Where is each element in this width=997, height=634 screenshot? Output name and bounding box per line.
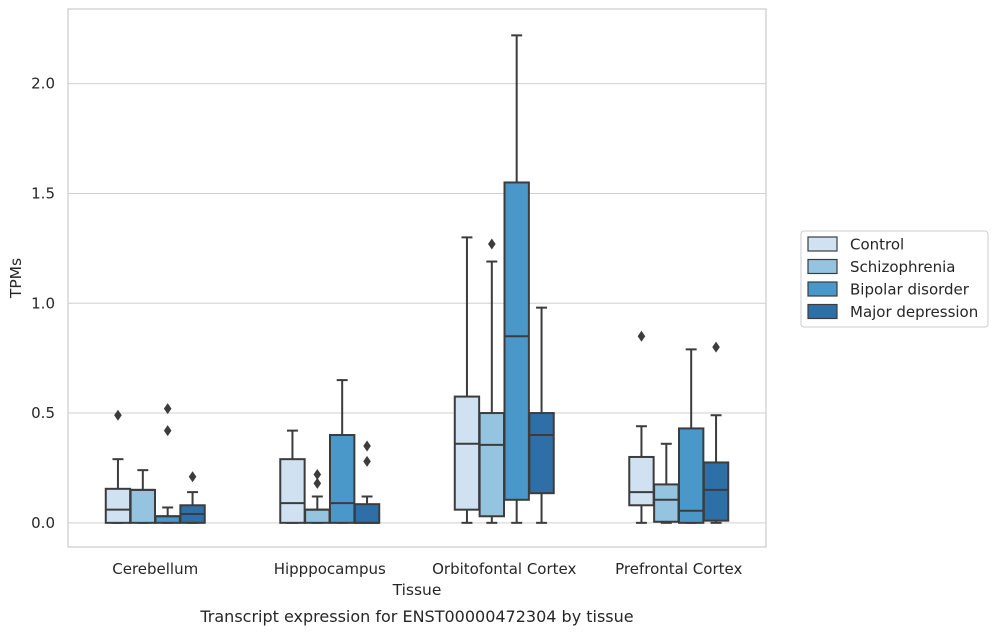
box-group	[628, 330, 730, 524]
box	[328, 379, 356, 524]
box-groups	[104, 34, 730, 524]
box-body	[702, 461, 730, 522]
box	[677, 348, 705, 524]
legend-entry: Control	[807, 236, 904, 254]
box-body	[478, 412, 506, 518]
box	[104, 409, 132, 524]
gridlines	[68, 83, 766, 524]
legend-swatch	[807, 303, 838, 320]
outlier-point	[188, 471, 197, 483]
box-body	[503, 181, 530, 501]
box	[628, 330, 655, 524]
x-tick-label: Hipppocampus	[274, 560, 386, 578]
legend-swatch	[807, 236, 838, 252]
outlier-point	[163, 425, 172, 437]
outlier-point	[712, 341, 720, 353]
box-body	[129, 488, 157, 524]
outlier-point	[163, 403, 172, 415]
legend-entry: Bipolar disorder	[807, 281, 970, 299]
box	[503, 34, 530, 524]
box	[653, 442, 680, 524]
x-tick-label: Orbitofontal Cortex	[432, 560, 576, 578]
legend-entry: Schizophrenia	[807, 258, 955, 276]
box	[353, 440, 381, 524]
y-tick-label: 0.5	[31, 404, 55, 422]
y-tick-label: 1.0	[31, 294, 55, 312]
y-axis-ticks: 0.0 0.5 1.0 1.5 2.0	[31, 75, 55, 532]
legend-frame	[800, 230, 989, 328]
box-body	[279, 458, 306, 524]
box-body	[453, 395, 481, 511]
outlier-point	[363, 440, 371, 452]
box-body	[328, 434, 356, 524]
figure-caption: Transcript expression for ENST0000047230…	[199, 607, 633, 626]
legend-label: Major depression	[850, 303, 978, 321]
box	[453, 236, 481, 524]
box-body	[353, 503, 381, 524]
y-tick-label: 0.0	[31, 514, 55, 532]
x-tick-label: Cerebellum	[112, 560, 198, 578]
legend-swatch	[807, 281, 838, 297]
outlier-point	[488, 238, 496, 250]
legend-label: Bipolar disorder	[850, 281, 970, 299]
outlier-point	[637, 330, 646, 342]
outlier-point	[363, 455, 371, 467]
legend-swatch	[807, 258, 838, 275]
legend-label: Control	[850, 236, 904, 254]
box-body	[628, 455, 655, 507]
x-axis-ticks: Cerebellum Hipppocampus Orbitofontal Corte…	[112, 560, 742, 578]
plot-frame	[67, 8, 767, 548]
box	[528, 306, 555, 524]
box	[179, 471, 206, 524]
box	[304, 469, 331, 524]
box-group	[104, 403, 206, 524]
box-body	[104, 487, 132, 524]
box-body	[304, 508, 331, 524]
x-axis-title: Tissue	[392, 581, 442, 599]
legend-label: Schizophrenia	[850, 258, 955, 276]
box	[279, 429, 306, 524]
box	[702, 341, 730, 524]
box	[129, 469, 157, 524]
legend-entry: Major depression	[807, 303, 978, 321]
y-tick-label: 2.0	[31, 75, 55, 93]
plot-background	[68, 9, 766, 547]
box-body	[528, 412, 555, 495]
outlier-point	[114, 409, 122, 421]
legend: Control Schizophrenia Bipolar disorder Majo…	[800, 230, 989, 328]
x-tick-label: Prefrontal Cortex	[615, 560, 742, 578]
box-group	[453, 34, 555, 524]
y-tick-label: 1.5	[31, 184, 55, 202]
box-group	[279, 379, 381, 524]
box-body	[677, 427, 705, 524]
outlier-point	[313, 477, 322, 489]
legend-entries: Control Schizophrenia Bipolar disorder Majo…	[807, 236, 978, 321]
box	[478, 238, 506, 524]
outlier-point	[313, 469, 322, 481]
y-axis-title: TPMs	[7, 258, 25, 299]
box-body	[653, 483, 680, 523]
